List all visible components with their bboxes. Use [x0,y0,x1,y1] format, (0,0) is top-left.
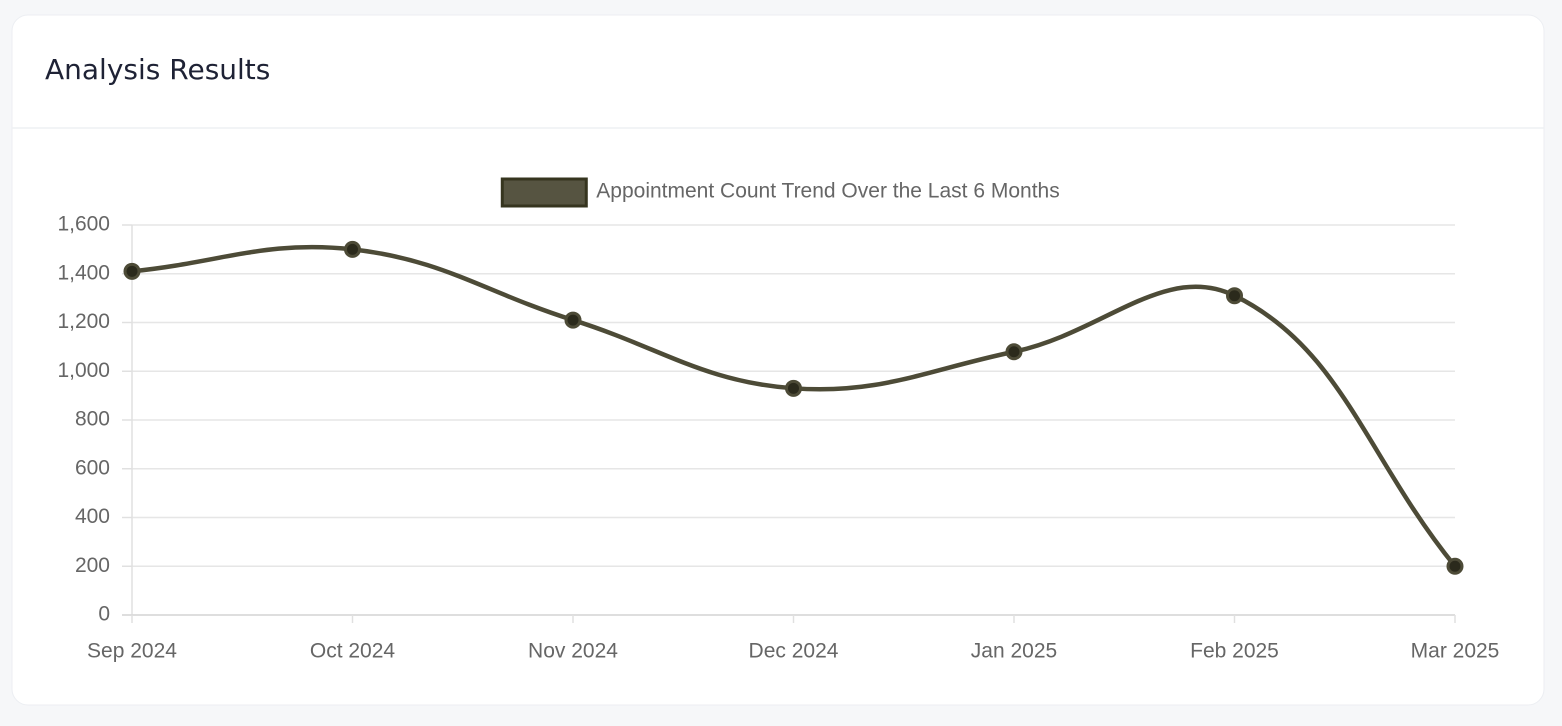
card-title: Analysis Results [45,53,270,86]
y-tick-label: 200 [75,554,110,577]
point [344,240,361,258]
x-tick-label: Nov 2024 [528,640,618,663]
y-tick-label: 400 [75,505,110,528]
point [564,311,582,329]
y-tick-label: 1,600 [57,213,110,236]
x-tick-label: Sep 2024 [87,640,177,663]
y-tick-label: 1,400 [57,261,110,284]
point [1005,343,1023,361]
chart: 0 200 400 600 800 1,000 1,200 1,400 1,600 Sep 202… [57,177,1500,663]
x-tick-label: Jan 2025 [971,640,1057,663]
x-tick-label: Oct 2024 [310,640,396,663]
y-tick-label: 800 [75,408,110,431]
legend-label: Appointment Count Trend Over the Last 6 … [596,180,1059,203]
y-tick-label: 1,200 [57,310,110,333]
x-tick-label: Dec 2024 [749,640,839,663]
x-tick-label: Feb 2025 [1190,640,1279,663]
point [1226,287,1243,305]
y-tick-label: 0 [98,603,110,626]
point [1446,557,1464,575]
point [123,262,141,280]
legend-swatch [500,177,588,208]
y-tick-label: 600 [75,456,110,479]
card [11,14,1545,706]
x-tick-label: Mar 2025 [1411,640,1500,663]
y-tick-label: 1,000 [57,359,110,382]
point [785,379,802,397]
